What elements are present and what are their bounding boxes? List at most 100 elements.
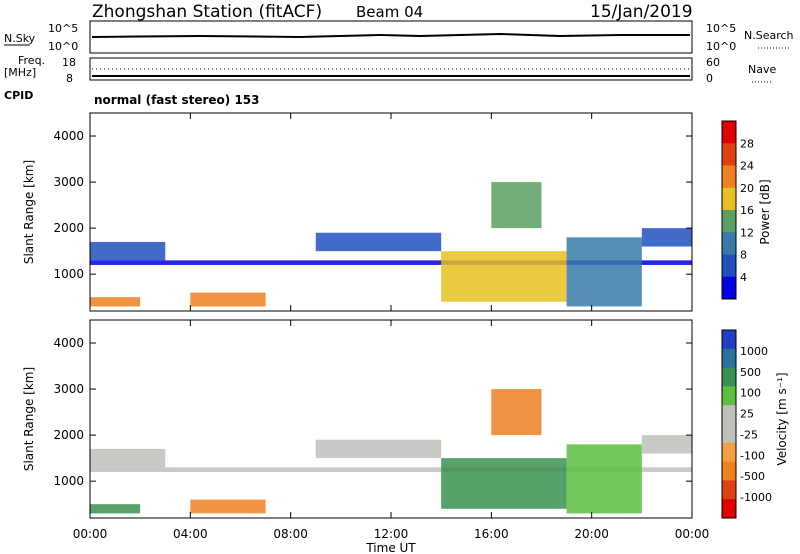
velocity-yticks: 1000 2000 3000 4000: [53, 336, 692, 488]
power-colorbar-label: Power [dB]: [758, 179, 772, 244]
nsearch-label: N.Search: [744, 29, 794, 42]
velocity-band: [90, 467, 692, 472]
power-colorbar: 4 8 12 16 20 24 28: [721, 120, 754, 300]
cpid-label: CPID: [4, 89, 33, 102]
velocity-colorbar-frame: [721, 329, 737, 519]
x-axis-label: Time UT: [365, 541, 416, 554]
velocity-colorbar-swatch: [722, 461, 736, 481]
power-band: [566, 237, 642, 307]
nsky-tick-top: 10^5: [48, 22, 78, 35]
power-band: [190, 292, 266, 307]
power-band: [441, 251, 567, 302]
power-colorbar-tick: 24: [740, 160, 754, 173]
power-colorbar-tick: 20: [740, 182, 754, 195]
nsky-trace: [91, 32, 690, 39]
power-colorbar-swatch: [722, 165, 736, 189]
date-label: 15/Jan/2019: [590, 2, 693, 22]
velocity-band: [491, 389, 542, 436]
velocity-colorbar-tick: 1000: [740, 345, 768, 358]
freq-unit: [MHz]: [4, 66, 36, 79]
power-ytick-label: 1000: [53, 267, 84, 281]
station-title: Zhongshan Station (fitACF): [92, 2, 322, 22]
power-ylabel: Slant Range [km]: [22, 160, 36, 264]
power-band: [491, 182, 542, 229]
x-tick-label: 00:00: [73, 527, 108, 541]
power-colorbar-tick: 4: [740, 271, 747, 284]
nsearch-tick-top: 10^5: [706, 22, 736, 35]
power-colorbar-swatch: [722, 187, 736, 211]
power-colorbar-swatch: [722, 276, 736, 300]
velocity-ytick-label: 1000: [53, 474, 84, 488]
power-ytick-label: 3000: [53, 175, 84, 189]
x-tick-label: 04:00: [173, 527, 208, 541]
velocity-ylabel: Slant Range [km]: [22, 367, 36, 471]
velocity-band: [566, 444, 642, 514]
velocity-colorbar-tick: 25: [740, 408, 754, 421]
velocity-colorbar-tick: -25: [740, 428, 758, 441]
power-colorbar-swatch: [722, 210, 736, 233]
x-tick-label: 20:00: [574, 527, 609, 541]
freq-strip-frame: [89, 57, 693, 81]
power-colorbar-swatch: [722, 121, 736, 144]
velocity-colorbar-swatch: [722, 348, 736, 369]
power-yticks: 1000 2000 3000 4000: [53, 129, 692, 281]
nave-tick-bottom: 0: [706, 72, 713, 85]
velocity-ytick-label: 4000: [53, 336, 84, 350]
power-colorbar-swatch: [722, 254, 736, 278]
power-colorbar-tick: 12: [740, 226, 754, 239]
velocity-band: [441, 458, 567, 509]
beam-label: Beam 04: [356, 3, 423, 21]
velocity-colorbar-swatch: [722, 424, 736, 444]
power-ytick-label: 4000: [53, 129, 84, 143]
power-band: [90, 297, 141, 307]
velocity-colorbar-tick: 500: [740, 366, 761, 379]
freq-tick-bottom: 8: [66, 72, 73, 85]
power-bands: [90, 182, 692, 307]
nsky-tick-bottom: 10^0: [48, 40, 78, 53]
velocity-colorbar-swatch: [722, 386, 736, 406]
velocity-colorbar-swatch: [722, 405, 736, 425]
power-band: [90, 260, 692, 265]
velocity-colorbar-swatch: [722, 367, 736, 387]
velocity-band: [641, 435, 692, 454]
velocity-colorbar-tick: -100: [740, 449, 765, 462]
nave-tick-top: 60: [706, 56, 720, 69]
power-colorbar-swatch: [722, 232, 736, 255]
velocity-colorbar-swatch: [722, 480, 736, 500]
velocity-band: [90, 448, 166, 468]
x-tick-label: 08:00: [273, 527, 308, 541]
velocity-ytick-label: 3000: [53, 382, 84, 396]
velocity-bands: [90, 389, 692, 514]
velocity-colorbar: 1000 500 100 25 -25 -100 -500 -1000: [721, 329, 772, 519]
velocity-colorbar-tick: -1000: [740, 491, 772, 504]
freq-label: Freq.: [18, 54, 45, 67]
velocity-band: [90, 504, 141, 514]
power-panel: 1000 2000 3000 4000 Slant Range [km] 4 8 12 16…: [22, 112, 772, 312]
velocity-colorbar-tick: 100: [740, 387, 761, 400]
nsky-strip-frame: [89, 20, 693, 54]
power-colorbar-tick: 16: [740, 204, 754, 217]
velocity-band: [315, 439, 442, 459]
velocity-ytick-label: 2000: [53, 428, 84, 442]
nsearch-tick-bottom: 10^0: [706, 40, 736, 53]
power-colorbar-frame: [721, 120, 737, 300]
power-band: [315, 232, 442, 252]
velocity-colorbar-swatch: [722, 499, 736, 519]
x-axis-ticks: 00:00 04:00 08:00 12:00 16:00 20:00 00:00: [73, 113, 710, 541]
power-colorbar-tick: 8: [740, 249, 747, 262]
velocity-band: [190, 499, 266, 514]
x-tick-label: 00:00: [675, 527, 710, 541]
x-tick-label: 16:00: [474, 527, 509, 541]
velocity-colorbar-label: Velocity [m s⁻¹]: [775, 372, 789, 465]
velocity-colorbar-tick: -500: [740, 470, 765, 483]
nsky-label: N.Sky: [4, 32, 36, 45]
power-ytick-label: 2000: [53, 221, 84, 235]
cpid-text: normal (fast stereo) 153: [94, 93, 260, 107]
nave-label: Nave: [748, 63, 776, 76]
velocity-colorbar-swatch: [722, 330, 736, 350]
power-colorbar-swatch: [722, 143, 736, 166]
x-tick-label: 12:00: [374, 527, 409, 541]
velocity-colorbar-swatch: [722, 442, 736, 463]
freq-tick-top: 18: [62, 56, 76, 69]
power-band: [641, 228, 692, 247]
